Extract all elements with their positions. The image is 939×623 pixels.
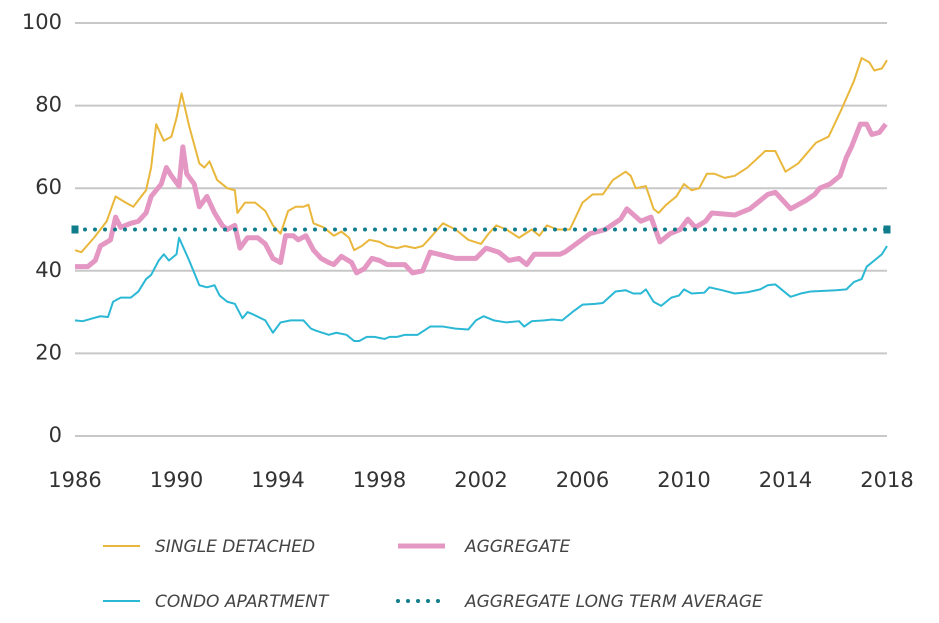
x-tick-label: 2010 [657,468,710,492]
y-tick-label: 100 [22,10,62,34]
x-tick-label: 2014 [759,468,812,492]
y-tick-label: 80 [35,93,62,117]
legend-label: AGGREGATE [464,537,570,557]
x-tick-label: 2018 [860,468,913,492]
y-tick-label: 60 [35,175,62,199]
x-tick-label: 1994 [251,468,304,492]
end-marker [883,225,891,234]
series-line [74,57,888,254]
end-marker [71,225,79,234]
y-tick-label: 40 [35,258,62,282]
x-tick-label: 2002 [454,468,507,492]
x-tick-label: 2006 [556,468,609,492]
legend-label: AGGREGATE LONG TERM AVERAGE [464,592,763,612]
x-tick-label: 1986 [48,468,101,492]
y-tick-label: 0 [49,423,62,447]
x-tick-label: 1998 [353,468,406,492]
x-tick-label: 1990 [150,468,203,492]
legend-label: CONDO APARTMENT [155,592,330,612]
legend-label: SINGLE DETACHED [155,537,315,557]
series-line [75,121,888,276]
series-line [74,236,888,343]
y-tick-label: 20 [35,340,62,364]
